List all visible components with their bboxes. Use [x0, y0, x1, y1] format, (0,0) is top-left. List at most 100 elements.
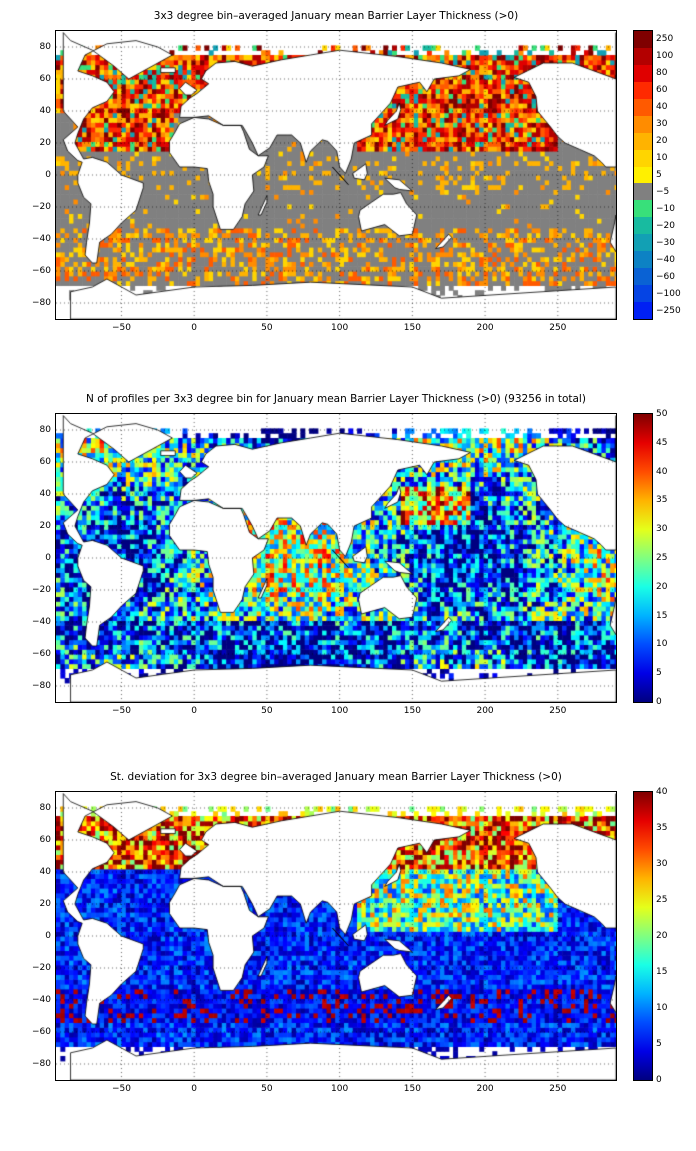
- x-tick-label: 0: [191, 1084, 198, 1094]
- colorbar-tick-label: 60: [656, 85, 668, 96]
- y-tick-label: −20: [32, 585, 51, 595]
- colorbar-tick-label: −30: [656, 237, 675, 248]
- colorbar-tick-label: 5: [656, 1039, 662, 1049]
- colorbar-swatch: [634, 302, 652, 320]
- colorbar-tick-label: 45: [656, 437, 668, 448]
- x-tick-label: −50: [111, 323, 131, 333]
- panel-count: N of profiles per 3x3 degree bin for Jan…: [0, 393, 696, 773]
- colorbar-swatch: [634, 81, 652, 100]
- y-tick-label: 40: [39, 489, 51, 499]
- colorbar-tick-label: 5: [656, 668, 662, 679]
- colorbar-tick-label: 35: [656, 823, 668, 833]
- colorbar-tick-label: 10: [656, 639, 668, 650]
- colorbar-tick-label: 10: [656, 1003, 668, 1013]
- y-tick-label: 40: [39, 106, 51, 116]
- map-canvas: [56, 31, 616, 319]
- panel-title: N of profiles per 3x3 degree bin for Jan…: [86, 393, 586, 405]
- x-tick-label: 200: [476, 706, 494, 716]
- x-tick-label: 250: [549, 1084, 567, 1094]
- colorbar-tick-label: 20: [656, 136, 668, 147]
- y-tick-label: −80: [32, 298, 51, 308]
- colorbar: [633, 413, 653, 703]
- colorbar-tick-label: 0: [656, 697, 662, 707]
- colorbar-tick-label: 100: [656, 51, 674, 62]
- colorbar-tick-label: 5: [656, 170, 662, 180]
- x-tick-label: 250: [549, 323, 567, 333]
- y-tick-label: 60: [39, 74, 51, 84]
- x-tick-label: 250: [549, 706, 567, 716]
- colorbar-tick-label: 40: [656, 102, 668, 113]
- colorbar-tick-label: 10: [656, 153, 668, 164]
- panel-title: St. deviation for 3x3 degree bin–average…: [110, 771, 562, 783]
- colorbar-tick-label: 25: [656, 895, 668, 905]
- colorbar-tick-label: 35: [656, 495, 668, 506]
- colorbar-tick-label: 80: [656, 68, 668, 79]
- colorbar-tick-label: 15: [656, 967, 668, 977]
- x-tick-label: 100: [331, 323, 349, 333]
- y-tick-label: 20: [39, 138, 51, 148]
- colorbar-swatch: [634, 47, 652, 66]
- map-plot: [55, 30, 617, 320]
- colorbar-tick-label: −10: [656, 203, 675, 214]
- colorbar-swatch: [634, 115, 652, 134]
- y-tick-label: 0: [45, 170, 51, 180]
- colorbar-tick-label: 20: [656, 581, 668, 592]
- colorbar-tick-label: −100: [656, 288, 681, 299]
- colorbar-swatch: [634, 64, 652, 83]
- x-tick-label: 0: [191, 323, 198, 333]
- colorbar: [633, 30, 653, 320]
- colorbar-tick-label: 0: [656, 1075, 662, 1085]
- colorbar-tick-label: −60: [656, 271, 675, 282]
- colorbar-tick-label: 40: [656, 466, 668, 477]
- colorbar-tick-label: 40: [656, 787, 668, 797]
- colorbar-swatch: [634, 183, 652, 201]
- panel-mean: 3x3 degree bin–averaged January mean Bar…: [0, 10, 696, 390]
- colorbar-swatch: [634, 217, 652, 235]
- colorbar-swatch: [634, 200, 652, 218]
- x-tick-label: 150: [403, 706, 421, 716]
- x-tick-label: 50: [261, 1084, 273, 1094]
- colorbar-swatch: [634, 268, 652, 286]
- colorbar-swatch: [634, 149, 652, 168]
- y-tick-label: −20: [32, 963, 51, 973]
- x-tick-label: 150: [403, 1084, 421, 1094]
- map-canvas: [56, 414, 616, 702]
- y-tick-label: −40: [32, 617, 51, 627]
- colorbar-tick-label: 20: [656, 931, 668, 941]
- colorbar-tick-label: −40: [656, 254, 675, 265]
- colorbar-tick-label: 30: [656, 859, 668, 869]
- y-tick-label: 0: [45, 553, 51, 563]
- colorbar-swatch: [634, 98, 652, 117]
- colorbar-tick-label: −250: [656, 305, 681, 316]
- colorbar-tick-label: −5: [656, 186, 670, 197]
- panel-title: 3x3 degree bin–averaged January mean Bar…: [153, 10, 519, 22]
- x-tick-label: 100: [331, 1084, 349, 1094]
- y-tick-label: 20: [39, 899, 51, 909]
- x-tick-label: 100: [331, 706, 349, 716]
- x-tick-label: −50: [111, 1084, 131, 1094]
- colorbar-swatch: [634, 132, 652, 151]
- y-tick-label: −60: [32, 266, 51, 276]
- x-tick-label: 200: [476, 323, 494, 333]
- y-tick-label: 20: [39, 521, 51, 531]
- y-tick-label: −80: [32, 1059, 51, 1069]
- colorbar-tick-label: 15: [656, 610, 668, 621]
- colorbar-tick-label: 25: [656, 553, 668, 563]
- y-tick-label: −60: [32, 1027, 51, 1037]
- colorbar-tick-label: −20: [656, 220, 675, 231]
- colorbar-swatch: [634, 285, 652, 303]
- map-plot: [55, 791, 617, 1081]
- x-tick-label: 50: [261, 706, 273, 716]
- y-tick-label: 40: [39, 867, 51, 877]
- colorbar-swatch: [634, 251, 652, 269]
- x-tick-label: 0: [191, 706, 198, 716]
- y-tick-label: 60: [39, 457, 51, 467]
- y-tick-label: −60: [32, 649, 51, 659]
- colorbar-tick-label: 50: [656, 409, 668, 419]
- panel-stdev: St. deviation for 3x3 degree bin–average…: [0, 771, 696, 1151]
- x-tick-label: 150: [403, 323, 421, 333]
- x-tick-label: 200: [476, 1084, 494, 1094]
- y-tick-label: −40: [32, 234, 51, 244]
- x-tick-label: −50: [111, 706, 131, 716]
- colorbar-swatch: [634, 31, 652, 49]
